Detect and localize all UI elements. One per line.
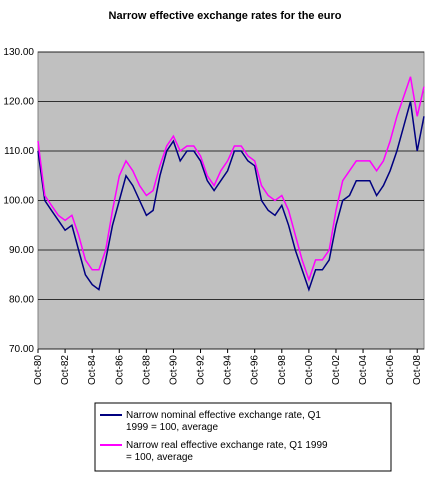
series-line (37, 76, 425, 283)
x-tick-label: Oct-06 (385, 355, 396, 385)
x-tick-label: Oct-96 (250, 355, 261, 385)
x-tick-label: Oct-04 (358, 355, 369, 385)
x-tick-label: Oct-98 (277, 355, 288, 385)
y-tick-label: 120.00 (3, 97, 34, 108)
y-tick-label: 90.00 (9, 245, 34, 256)
y-tick-label: 110.00 (4, 146, 34, 157)
x-tick-label: Oct-84 (87, 355, 98, 385)
x-tick-label: Oct-86 (114, 355, 125, 385)
x-tick-label: Oct-00 (304, 355, 315, 385)
x-tick-label: Oct-92 (196, 355, 207, 385)
x-tick-label: Oct-94 (223, 355, 234, 385)
y-tick-label: 130.00 (3, 47, 34, 58)
y-tick-label: 80.00 (9, 295, 34, 306)
y-tick-label: 100.00 (3, 196, 34, 207)
x-tick-label: Oct-90 (168, 355, 179, 385)
series-line (37, 101, 425, 292)
legend-label: Narrow nominal effective exchange rate, … (126, 410, 321, 433)
x-tick-label: Oct-80 (33, 355, 44, 385)
y-tick-label: 70.00 (9, 344, 34, 355)
legend-box (94, 402, 392, 472)
x-tick-label: Oct-82 (60, 355, 71, 385)
x-tick-label: Oct-02 (331, 355, 342, 385)
x-tick-label: Oct-08 (412, 355, 423, 385)
legend-label: Narrow real effective exchange rate, Q1 … (126, 440, 328, 463)
chart-title: Narrow effective exchange rates for the … (109, 10, 342, 22)
x-tick-label: Oct-88 (141, 355, 152, 385)
